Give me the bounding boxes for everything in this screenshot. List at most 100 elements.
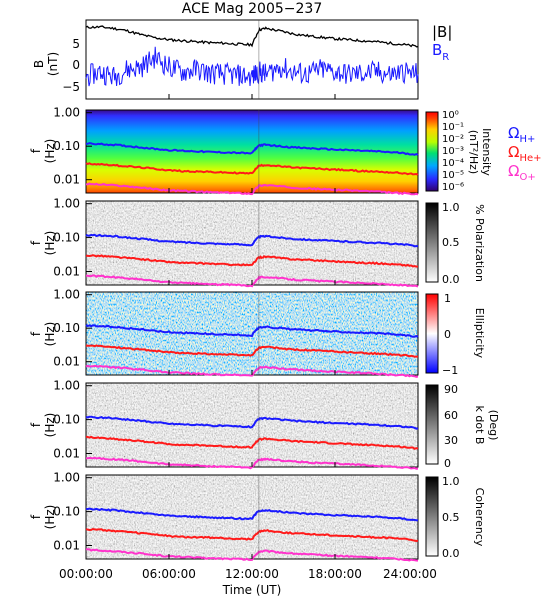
coherency-ytick-2: 0.01 bbox=[53, 539, 80, 553]
coherency-cb-label: Coherency bbox=[473, 488, 486, 547]
spectrum-ytick-2: 0.01 bbox=[53, 173, 80, 187]
ellipticity-ytick-2: 0.01 bbox=[53, 355, 80, 369]
polarization-ytick-2: 0.01 bbox=[53, 265, 80, 279]
ellipticity-cb-tick-0: 1 bbox=[444, 292, 451, 305]
kdotb-heplus-line bbox=[85, 435, 419, 450]
kdotb-cb-tick-2: 30 bbox=[444, 434, 458, 447]
polarization-ytick-0: 1.00 bbox=[53, 197, 80, 211]
coherency-cb-tick-2: 0.0 bbox=[442, 547, 460, 560]
spectrum-ytick-1: 0.10 bbox=[53, 139, 80, 153]
time-axis: 00:00:00 06:00:00 12:00:00 18:00:00 24:0… bbox=[59, 567, 437, 597]
series-abs-b-line bbox=[85, 25, 419, 48]
panel3-ylabel-f: f bbox=[29, 240, 43, 245]
panel-kdotb: 90 60 30 0 k dot B (Deg) bbox=[85, 382, 500, 470]
ellipticity-ytick-0: 1.00 bbox=[53, 288, 80, 302]
kdotb-oplus-line bbox=[86, 456, 419, 470]
legend-omega-h: ΩH+ bbox=[508, 124, 535, 145]
spectrum-cb-tick-5: 10⁻⁵ bbox=[442, 170, 464, 181]
polarization-cb-label: % Polarization bbox=[473, 204, 486, 282]
kdotb-ytick-1: 0.10 bbox=[53, 413, 80, 427]
panel-spectrum: 10⁰ 10⁻¹ 10⁻² 10⁻³ 10⁻⁴ 10⁻⁵ 10⁻⁶ Intens… bbox=[85, 109, 542, 194]
coherency-ytick-1: 0.10 bbox=[53, 505, 80, 519]
panel-ellipticity: 1 0 −1 Ellipticity bbox=[85, 291, 486, 377]
figure-title: ACE Mag 2005−237 bbox=[182, 1, 322, 17]
spectrum-cb-tick-3: 10⁻³ bbox=[442, 146, 464, 157]
ellipticity-cb-tick-2: −1 bbox=[442, 364, 458, 377]
panel-b-ytick-5: 5 bbox=[72, 37, 80, 51]
legend-br-sub: R bbox=[442, 52, 449, 63]
panel-coherency: 1.0 0.5 0.0 Coherency bbox=[85, 474, 486, 560]
panel-b-lines bbox=[85, 25, 419, 87]
panel-b-field: B (nT) 5 0 −5 |B| BR bbox=[32, 19, 452, 100]
kdotb-cb-label: k dot B bbox=[473, 406, 486, 445]
kdotb-hplus-line bbox=[85, 415, 419, 430]
panel-b-ylabel: B bbox=[32, 60, 46, 68]
panel2-ylabel-hz: (Hz) bbox=[43, 139, 57, 164]
polarization-colorbar bbox=[425, 202, 439, 283]
legend-omega-o: ΩO+ bbox=[508, 162, 536, 183]
legend-omega-o-sub: O+ bbox=[519, 172, 535, 183]
kdotb-ytick-0: 1.00 bbox=[53, 379, 80, 393]
coherency-ytick-0: 1.00 bbox=[53, 471, 80, 485]
panel6-ylabel-f: f bbox=[29, 514, 43, 519]
legend-omega-he-main: Ω bbox=[508, 143, 519, 161]
kdotb-cb-unit: (Deg) bbox=[487, 410, 500, 441]
legend-omega-o-main: Ω bbox=[508, 162, 519, 180]
legend-omega-h-main: Ω bbox=[508, 124, 519, 142]
time-tick-06: 06:00:00 bbox=[142, 567, 196, 581]
spectrum-cb-tick-4: 10⁻⁴ bbox=[442, 158, 464, 169]
panel5-ylabel-hz: (Hz) bbox=[43, 413, 57, 438]
kdotb-cb-tick-3: 0 bbox=[444, 457, 451, 470]
ellipticity-cb-label: Ellipticity bbox=[473, 308, 486, 359]
coherency-oplus-line bbox=[85, 548, 419, 562]
panel-b-yunit: (nT) bbox=[46, 52, 60, 76]
spectrum-cb-unit: (nT²/Hz) bbox=[467, 130, 480, 174]
legend-br-main: B bbox=[432, 41, 442, 59]
series-br-line bbox=[85, 46, 419, 87]
polarization-heplus-line bbox=[85, 254, 419, 268]
legend-abs-b: |B| bbox=[432, 23, 452, 41]
spectrum-heplus-line bbox=[85, 162, 419, 176]
time-tick-24: 24:00:00 bbox=[383, 567, 437, 581]
panel5-ylabel-f: f bbox=[29, 422, 43, 427]
kdotb-cb-tick-0: 90 bbox=[444, 383, 458, 396]
legend-omega-he: ΩHe+ bbox=[508, 143, 542, 164]
panel4-ylabel-hz: (Hz) bbox=[43, 322, 57, 347]
time-tick-18: 18:00:00 bbox=[308, 567, 362, 581]
kdotb-ytick-2: 0.01 bbox=[53, 447, 80, 461]
coherency-hplus-line bbox=[85, 507, 419, 522]
panel2-ylabel-f: f bbox=[29, 148, 43, 153]
polarization-ytick-1: 0.10 bbox=[53, 231, 80, 245]
spectrum-colorbar bbox=[425, 111, 439, 192]
time-tick-12: 12:00:00 bbox=[225, 567, 279, 581]
panel-b-frame bbox=[85, 19, 419, 100]
spectrum-oplus-line bbox=[85, 182, 419, 196]
kdotb-cb-tick-1: 60 bbox=[444, 409, 458, 422]
legend-br: BR bbox=[432, 41, 449, 63]
dynamic-marks: 1.00 0.10 0.01 1.00 0.10 0.01 1.00 0.10 0.01 1.00… bbox=[53, 20, 419, 562]
polarization-cb-tick-0: 1.0 bbox=[442, 201, 460, 214]
polarization-oplus-line bbox=[85, 274, 419, 288]
spectrum-hplus-line bbox=[86, 142, 419, 156]
kdotb-colorbar bbox=[425, 384, 439, 465]
panel-polarization: 1.0 0.5 0.0 % Polarization bbox=[85, 200, 486, 286]
ellipticity-oplus-line bbox=[85, 364, 419, 378]
panel-b-ytick-0: 0 bbox=[72, 58, 80, 72]
coherency-cb-tick-1: 0.5 bbox=[442, 511, 460, 524]
ellipticity-hplus-line bbox=[85, 324, 419, 338]
coherency-colorbar bbox=[425, 476, 439, 557]
panel3-ylabel-hz: (Hz) bbox=[43, 231, 57, 256]
polarization-cb-tick-2: 0.0 bbox=[442, 273, 460, 286]
spectrum-ytick-0: 1.00 bbox=[53, 106, 80, 120]
spectrum-cb-tick-1: 10⁻¹ bbox=[442, 122, 464, 133]
ellipticity-ytick-1: 0.10 bbox=[53, 321, 80, 335]
spectrum-cb-tick-6: 10⁻⁶ bbox=[442, 182, 464, 193]
panel4-ylabel-f: f bbox=[29, 331, 43, 336]
legend-omega-he-sub: He+ bbox=[519, 153, 541, 164]
time-axis-label: Time (UT) bbox=[222, 583, 282, 597]
freq-axis-labels: f (Hz) f (Hz) f (Hz) f (Hz) f (Hz) bbox=[29, 139, 57, 530]
legend-omega-h-sub: H+ bbox=[519, 134, 535, 145]
panel-b-ytick-m5: −5 bbox=[62, 80, 80, 94]
spectrum-cb-tick-0: 10⁰ bbox=[442, 110, 459, 121]
